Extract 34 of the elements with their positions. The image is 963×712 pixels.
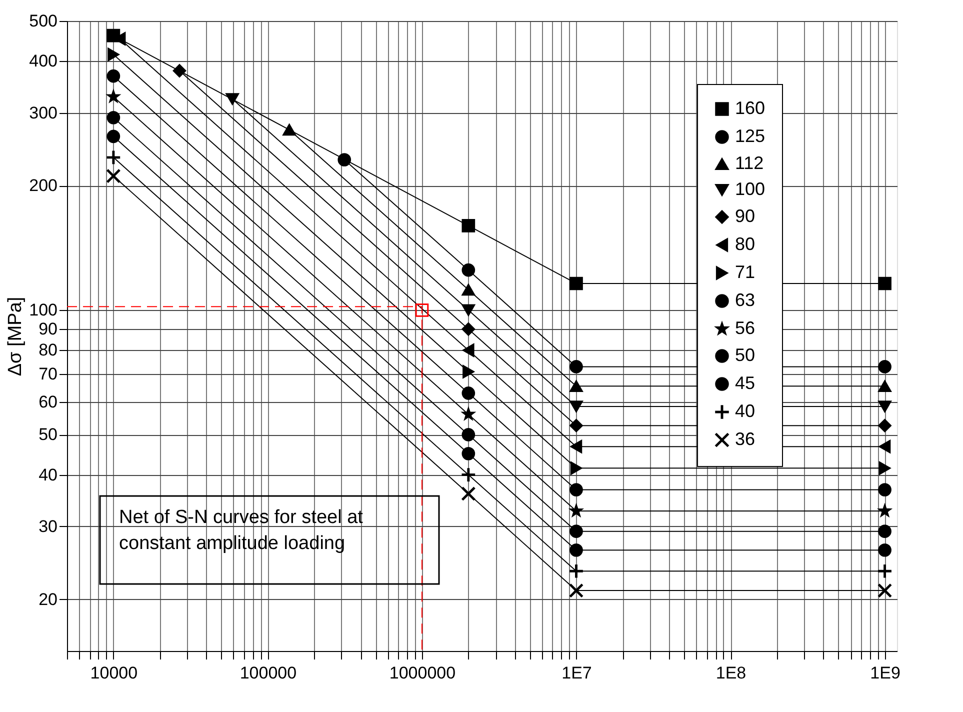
x-tick-label: 1E8 (716, 664, 746, 682)
x-tick-label: 1000000 (389, 664, 456, 682)
y-tick-label: 40 (38, 465, 58, 484)
x-tick-label: 10000 (90, 664, 138, 682)
legend-label: 45 (735, 373, 756, 393)
legend-label: 80 (735, 234, 756, 254)
y-tick-label: 70 (38, 364, 58, 384)
y-tick-label: 80 (38, 340, 58, 360)
y-tick-label: 300 (29, 103, 58, 122)
x-tick-label: 1E7 (562, 664, 592, 682)
legend-label: 71 (735, 262, 756, 282)
y-tick-label: 200 (29, 176, 58, 196)
legend-label: 40 (735, 401, 756, 421)
x-tick-label: 100000 (240, 664, 297, 682)
x-tick-label: 1E9 (870, 664, 900, 682)
y-tick-label: 400 (29, 52, 58, 71)
legend-label: 90 (735, 206, 756, 226)
legend-label: 50 (735, 345, 756, 365)
y-tick-label: 90 (38, 320, 58, 339)
legend-label: 160 (735, 98, 766, 118)
y-tick-label: 30 (38, 516, 58, 536)
y-tick-label: 50 (38, 425, 58, 444)
annotation: Net of S-N curves for steel at constant amplitude loading (119, 507, 364, 554)
legend-label: 112 (735, 153, 764, 173)
y-tick-label: 20 (38, 590, 58, 609)
legend-label: 125 (735, 126, 766, 146)
legend-label: 36 (735, 429, 756, 449)
legend-label: 100 (735, 179, 766, 199)
legend-label: 63 (735, 290, 756, 310)
y-tick-label: 100 (29, 300, 58, 320)
legend-label: 56 (735, 318, 756, 338)
y-tick-label: 60 (38, 392, 58, 412)
y-tick-label: 500 (29, 12, 58, 30)
y-axis-title: Δσ [MPa] (5, 296, 26, 376)
